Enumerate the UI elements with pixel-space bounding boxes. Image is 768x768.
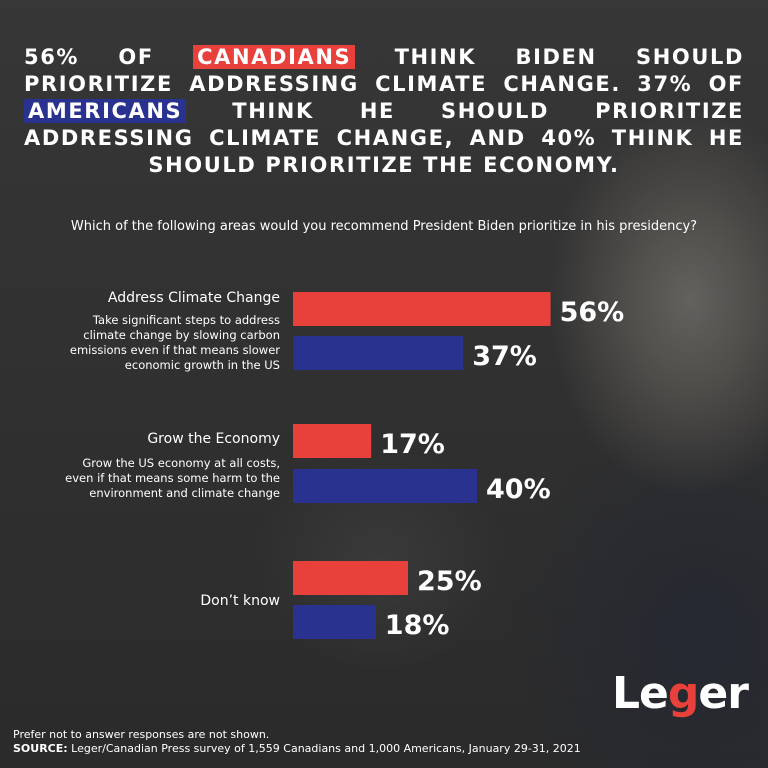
footnote-source: SOURCE: Leger/Canadian Press survey of 1… bbox=[13, 742, 581, 756]
data-label-americans: 18% bbox=[385, 610, 450, 641]
headline-americans-highlight: AMERICANS bbox=[24, 99, 187, 123]
category-description-line: even if that means some harm to the bbox=[65, 471, 280, 485]
headline-canadians-highlight: CANADIANS bbox=[193, 45, 356, 69]
bar-americans bbox=[293, 605, 376, 639]
footnote-note: Prefer not to answer responses are not s… bbox=[13, 728, 270, 741]
category-description-line: economic growth in the US bbox=[125, 358, 280, 372]
leger-logo-g: g bbox=[667, 668, 699, 719]
bar-canadians bbox=[293, 424, 372, 458]
leger-logo: Leger bbox=[612, 668, 749, 719]
headline-part2: THINK BIDEN SHOULD PRIORITIZE ADDRESSING… bbox=[24, 45, 744, 96]
category-description-line: Take significant steps to address bbox=[92, 313, 280, 327]
data-label-canadians: 25% bbox=[417, 566, 482, 597]
bar-americans bbox=[293, 336, 464, 370]
category-description-line: Grow the US economy at all costs, bbox=[82, 456, 280, 470]
headline-part1: 56% OF bbox=[24, 45, 194, 69]
category-title: Don’t know bbox=[200, 593, 280, 609]
headline: 56% OF CANADIANS THINK BIDEN SHOULD PRIO… bbox=[24, 44, 744, 179]
data-label-americans: 37% bbox=[472, 341, 537, 372]
category-description-line: climate change by slowing carbon bbox=[83, 328, 280, 342]
category-description-line: emissions even if that means slower bbox=[70, 343, 280, 357]
bar-canadians bbox=[293, 561, 408, 595]
category-title: Address Climate Change bbox=[108, 290, 280, 306]
footnote: Prefer not to answer responses are not s… bbox=[13, 728, 581, 756]
category-description-line: environment and climate change bbox=[89, 486, 280, 500]
headline-part3: THINK HE SHOULD PRIORITIZE ADDRESSING CL… bbox=[24, 99, 744, 177]
bar-americans bbox=[293, 469, 477, 503]
data-label-canadians: 56% bbox=[560, 297, 625, 328]
source-text: Leger/Canadian Press survey of 1,559 Can… bbox=[67, 742, 581, 755]
bar-canadians bbox=[293, 292, 551, 326]
data-label-americans: 40% bbox=[486, 474, 551, 505]
data-label-canadians: 17% bbox=[380, 429, 445, 460]
survey-question: Which of the following areas would you r… bbox=[70, 219, 698, 234]
category-title: Grow the Economy bbox=[147, 431, 280, 447]
source-label: SOURCE: bbox=[13, 742, 68, 755]
